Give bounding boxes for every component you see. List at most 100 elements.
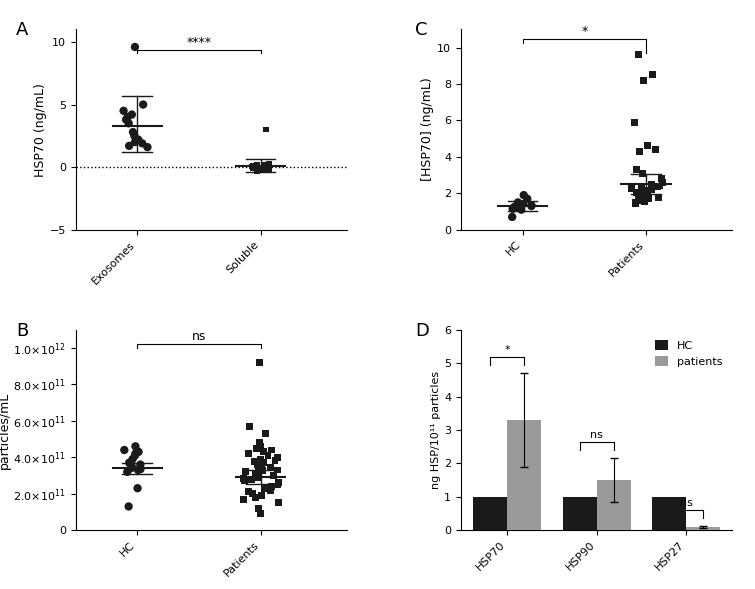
Point — [246, 162, 258, 171]
Point — [256, 466, 268, 476]
Point — [126, 462, 138, 471]
Point — [242, 487, 254, 497]
Point — [134, 464, 146, 474]
Point — [646, 185, 658, 194]
Y-axis label: [HSP70] (ng/mL): [HSP70] (ng/mL) — [421, 78, 434, 181]
Point — [129, 137, 141, 147]
Point — [632, 196, 644, 206]
Point — [126, 110, 138, 119]
Point — [123, 458, 135, 468]
Point — [646, 180, 658, 189]
Point — [626, 184, 638, 193]
Text: D: D — [414, 322, 429, 340]
Point — [118, 106, 130, 115]
Point — [254, 438, 266, 448]
Point — [262, 161, 274, 171]
Point — [633, 147, 646, 156]
Point — [642, 141, 654, 151]
Point — [266, 482, 278, 491]
Point — [261, 163, 273, 172]
Point — [271, 465, 283, 475]
Text: ns: ns — [590, 431, 603, 441]
Bar — [507, 420, 541, 530]
Point — [639, 192, 651, 201]
Text: *: * — [581, 25, 587, 38]
Point — [510, 203, 522, 213]
Point — [137, 100, 149, 110]
Point — [251, 160, 263, 170]
Point — [515, 205, 527, 214]
Point — [249, 492, 261, 502]
Point — [248, 162, 260, 171]
Point — [507, 204, 519, 213]
Bar — [562, 497, 596, 530]
Point — [247, 489, 259, 498]
Point — [254, 454, 267, 464]
Point — [256, 464, 268, 473]
Point — [120, 115, 132, 124]
Point — [506, 212, 518, 221]
Point — [136, 138, 148, 148]
Point — [125, 464, 137, 473]
Point — [247, 163, 259, 173]
Text: ****: **** — [186, 36, 211, 49]
Point — [646, 70, 658, 80]
Point — [272, 480, 284, 489]
Point — [636, 183, 648, 193]
Point — [257, 447, 270, 456]
Point — [258, 166, 270, 175]
Text: *: * — [504, 345, 510, 355]
Point — [252, 462, 264, 471]
Point — [269, 456, 281, 466]
Point — [262, 451, 274, 460]
Point — [272, 452, 284, 462]
Point — [273, 478, 285, 488]
Point — [243, 422, 255, 431]
Point — [127, 454, 139, 464]
Point — [254, 358, 266, 368]
Point — [257, 458, 269, 468]
Point — [518, 190, 530, 200]
Point — [521, 194, 533, 203]
Text: ns: ns — [192, 330, 206, 343]
Point — [263, 164, 275, 174]
Point — [525, 201, 538, 211]
Point — [649, 145, 661, 154]
Point — [119, 445, 131, 455]
Point — [122, 467, 134, 477]
Point — [638, 76, 650, 85]
Point — [652, 193, 664, 203]
Point — [258, 161, 270, 170]
Point — [633, 50, 645, 59]
Point — [260, 429, 272, 438]
Y-axis label: particles/mL: particles/mL — [0, 391, 11, 469]
Point — [239, 477, 251, 486]
Point — [273, 498, 285, 508]
Point — [252, 460, 264, 469]
Point — [122, 118, 134, 128]
Point — [131, 484, 143, 493]
Point — [242, 449, 254, 458]
Point — [635, 187, 647, 196]
Point — [628, 118, 640, 127]
Point — [632, 190, 644, 200]
Point — [260, 125, 272, 134]
Point — [263, 158, 276, 168]
Point — [129, 442, 141, 451]
Point — [245, 474, 257, 484]
Point — [265, 462, 277, 472]
Point — [248, 457, 260, 466]
Point — [251, 166, 263, 176]
Point — [122, 502, 134, 511]
Point — [129, 42, 141, 52]
Point — [636, 168, 648, 178]
Point — [252, 504, 264, 513]
Point — [512, 198, 524, 207]
Bar — [652, 497, 686, 530]
Point — [517, 200, 529, 209]
Text: ns: ns — [680, 498, 692, 508]
Point — [639, 190, 651, 199]
Point — [639, 197, 651, 206]
Y-axis label: ng HSP/10¹¹ particles: ng HSP/10¹¹ particles — [431, 371, 442, 489]
Point — [264, 485, 276, 495]
